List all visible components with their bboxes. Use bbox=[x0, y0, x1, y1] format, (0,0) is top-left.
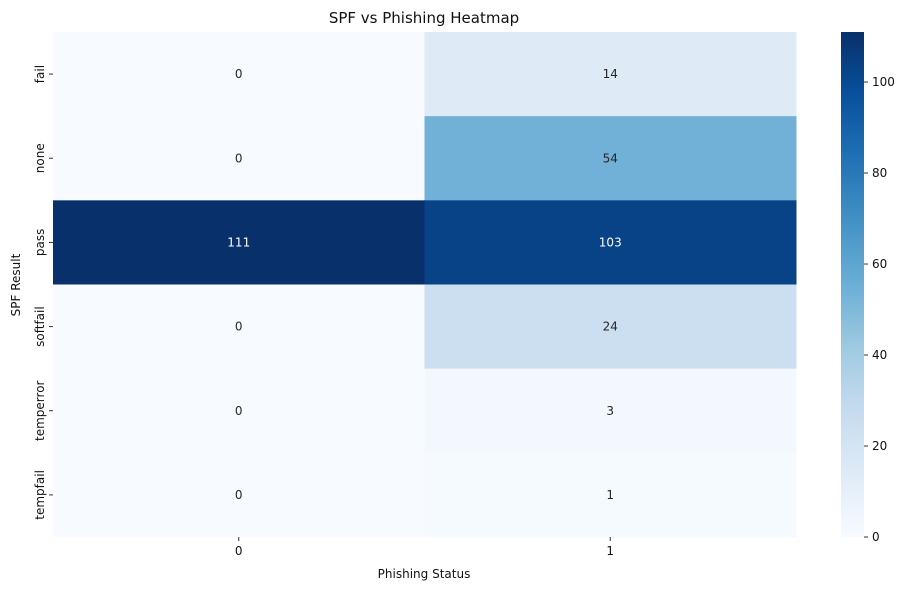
y-axis-ticks: fail none pass softfail temperror tempfail bbox=[33, 65, 53, 520]
heatmap-cell bbox=[424, 452, 797, 538]
cell-annotation: 54 bbox=[603, 151, 618, 165]
y-tick-label: temperror bbox=[33, 380, 47, 441]
heatmap-cell bbox=[424, 284, 797, 370]
colorbar-tick-label: 20 bbox=[872, 439, 887, 453]
y-tick-label: none bbox=[33, 143, 47, 173]
colorbar-tick-label: 60 bbox=[872, 257, 887, 271]
colorbar-tick-label: 0 bbox=[872, 530, 880, 544]
colorbar-tick-label: 40 bbox=[872, 348, 887, 362]
heatmap-cell bbox=[53, 284, 425, 370]
y-tick-label: tempfail bbox=[33, 470, 47, 520]
cell-annotation: 0 bbox=[235, 320, 243, 334]
heatmap-cell bbox=[53, 32, 425, 117]
cell-annotation: 0 bbox=[235, 151, 243, 165]
y-tick-label: fail bbox=[33, 65, 47, 83]
x-tick-label: 1 bbox=[606, 544, 614, 558]
cell-annotations: 0 14 0 54 111 103 0 24 0 3 0 1 bbox=[227, 67, 621, 502]
cell-annotation: 111 bbox=[227, 235, 250, 249]
y-tick-label: softfail bbox=[33, 306, 47, 347]
heatmap-cell bbox=[53, 452, 425, 538]
cell-annotation: 0 bbox=[235, 404, 243, 418]
cell-annotation: 1 bbox=[606, 488, 614, 502]
heatmap-cell bbox=[53, 116, 425, 201]
colorbar-tick-label: 80 bbox=[872, 166, 887, 180]
chart-title: SPF vs Phishing Heatmap bbox=[329, 9, 519, 27]
cell-annotation: 14 bbox=[603, 67, 618, 81]
y-axis-label: SPF Result bbox=[9, 253, 23, 316]
cell-annotation: 103 bbox=[599, 235, 622, 249]
heatmap-cells bbox=[53, 32, 797, 538]
cell-annotation: 24 bbox=[603, 320, 618, 334]
colorbar-tick-label: 100 bbox=[872, 75, 895, 89]
heatmap-cell bbox=[424, 200, 797, 285]
heatmap-cell bbox=[424, 116, 797, 201]
y-tick-label: pass bbox=[33, 229, 47, 256]
cell-annotation: 0 bbox=[235, 488, 243, 502]
heatmap-cell bbox=[424, 368, 797, 454]
colorbar bbox=[841, 32, 864, 537]
x-axis-label: Phishing Status bbox=[378, 567, 471, 581]
heatmap-cell bbox=[424, 32, 797, 117]
cell-annotation: 3 bbox=[606, 404, 614, 418]
x-tick-label: 0 bbox=[235, 544, 243, 558]
colorbar-ticks: 0 20 40 60 80 100 bbox=[864, 75, 895, 544]
heatmap-cell bbox=[53, 368, 425, 454]
cell-annotation: 0 bbox=[235, 67, 243, 81]
heatmap-cell bbox=[53, 200, 425, 285]
